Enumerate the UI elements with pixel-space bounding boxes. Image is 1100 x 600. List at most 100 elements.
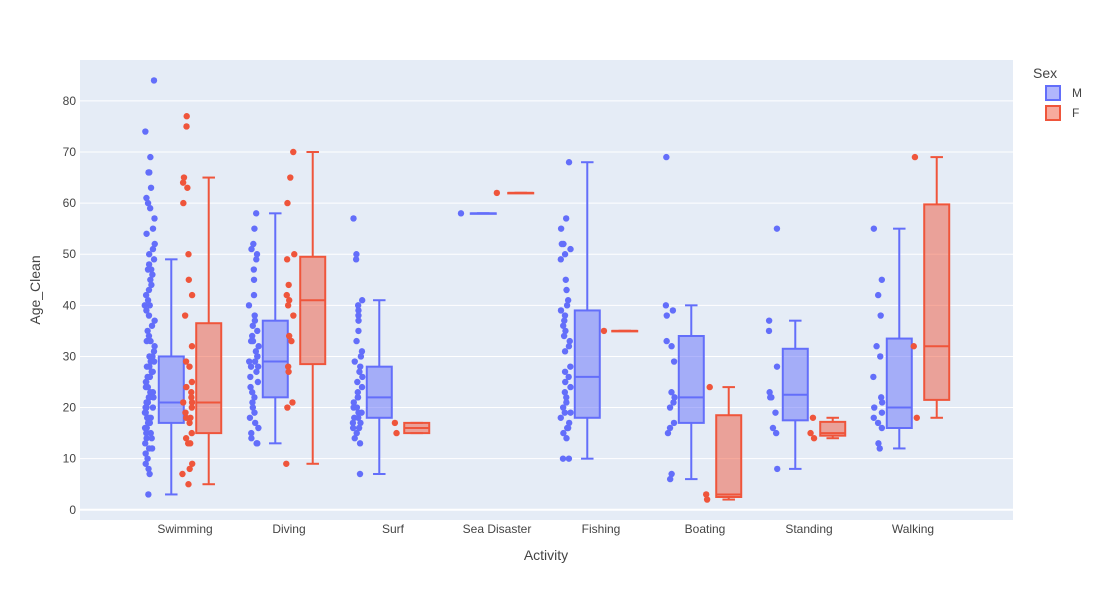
- data-point-M: [668, 343, 675, 350]
- data-point-M: [251, 358, 259, 365]
- data-point-M: [562, 327, 569, 335]
- data-point-M: [350, 215, 357, 222]
- x-axis-title: Activity: [524, 547, 568, 563]
- data-point-M: [669, 307, 677, 314]
- data-point-M: [247, 373, 254, 381]
- data-point-M: [245, 302, 253, 309]
- data-point-M: [557, 307, 565, 314]
- data-point-M: [146, 169, 153, 176]
- data-point-M: [769, 424, 777, 432]
- x-tick-label: Fishing: [582, 522, 621, 536]
- data-point-M: [247, 383, 254, 391]
- iqr-box: [195, 322, 223, 435]
- data-point-F: [182, 409, 189, 416]
- iqr-box: [781, 347, 809, 422]
- data-point-M: [254, 353, 261, 360]
- data-point-F: [179, 179, 187, 186]
- data-point-F: [188, 399, 196, 406]
- data-point-M: [145, 286, 153, 294]
- data-point-M: [351, 435, 358, 442]
- data-point-M: [246, 358, 253, 365]
- data-point-M: [564, 424, 572, 432]
- data-point-F: [391, 419, 399, 427]
- data-point-M: [253, 368, 260, 375]
- data-point-M: [146, 302, 153, 309]
- box-M-surf: [365, 299, 393, 475]
- iqr-box: [715, 414, 743, 499]
- data-point-M: [351, 358, 358, 365]
- data-point-M: [878, 409, 886, 416]
- data-point-M: [357, 353, 365, 360]
- x-tick-label: Walking: [892, 522, 934, 536]
- y-axis-title: Age_Clean: [27, 255, 43, 324]
- iqr-box: [923, 203, 951, 401]
- data-point-M: [146, 373, 154, 381]
- data-point-M: [666, 475, 674, 483]
- data-point-F: [188, 389, 195, 396]
- data-point-M: [878, 399, 886, 406]
- x-tick-label: Diving: [272, 522, 305, 536]
- data-point-F: [911, 153, 919, 161]
- data-point-F: [283, 256, 291, 263]
- data-point-M: [143, 399, 150, 406]
- data-point-M: [145, 251, 153, 258]
- data-point-M: [668, 389, 675, 396]
- data-point-M: [353, 429, 360, 437]
- data-point-M: [563, 286, 570, 294]
- box-F-boating: [715, 386, 743, 501]
- data-point-M: [142, 409, 149, 416]
- data-point-M: [567, 245, 574, 253]
- data-point-M: [248, 435, 255, 442]
- data-point-M: [141, 302, 148, 309]
- data-point-M: [142, 291, 150, 299]
- data-point-M: [668, 470, 675, 478]
- data-point-F: [180, 399, 187, 406]
- box-F-sea-disaster: [507, 191, 535, 195]
- data-point-M: [143, 194, 150, 202]
- data-point-M: [562, 215, 570, 222]
- data-point-F: [285, 281, 292, 289]
- legend-title: Sex: [1033, 65, 1057, 81]
- data-point-M: [250, 266, 258, 273]
- data-point-F: [188, 404, 196, 411]
- data-point-M: [357, 419, 364, 427]
- data-point-M: [143, 307, 150, 314]
- data-point-M: [354, 394, 361, 401]
- legend-item-F: F: [1045, 105, 1079, 121]
- data-point-M: [142, 440, 149, 447]
- data-point-M: [149, 225, 157, 232]
- data-point-M: [563, 302, 571, 309]
- data-point-F: [180, 199, 187, 207]
- box-M-boating: [677, 304, 705, 481]
- data-point-M: [151, 240, 158, 248]
- data-point-M: [349, 419, 357, 427]
- data-point-M: [144, 297, 152, 304]
- data-point-M: [358, 297, 366, 304]
- data-point-M: [143, 429, 150, 437]
- data-point-M: [561, 368, 569, 375]
- data-point-M: [151, 343, 158, 350]
- data-point-F: [283, 460, 290, 467]
- data-point-F: [910, 343, 917, 350]
- data-point-M: [560, 429, 567, 437]
- data-point-M: [874, 419, 882, 427]
- data-point-M: [146, 394, 153, 401]
- data-point-M: [252, 348, 260, 355]
- data-point-M: [670, 419, 678, 427]
- data-point-M: [563, 399, 570, 406]
- data-point-M: [564, 297, 572, 304]
- data-point-M: [773, 363, 781, 370]
- data-point-F: [285, 332, 293, 340]
- data-point-M: [145, 332, 153, 340]
- iqr-box: [885, 337, 913, 429]
- data-point-F: [284, 199, 291, 207]
- data-point-M: [874, 291, 882, 299]
- legend: Sex MF: [1033, 65, 1082, 121]
- box-M-walking: [885, 227, 913, 450]
- data-point-F: [182, 358, 190, 365]
- data-point-M: [557, 225, 565, 232]
- data-point-M: [561, 389, 569, 396]
- data-point-M: [247, 363, 255, 370]
- data-point-M: [249, 404, 257, 411]
- data-point-M: [774, 465, 781, 473]
